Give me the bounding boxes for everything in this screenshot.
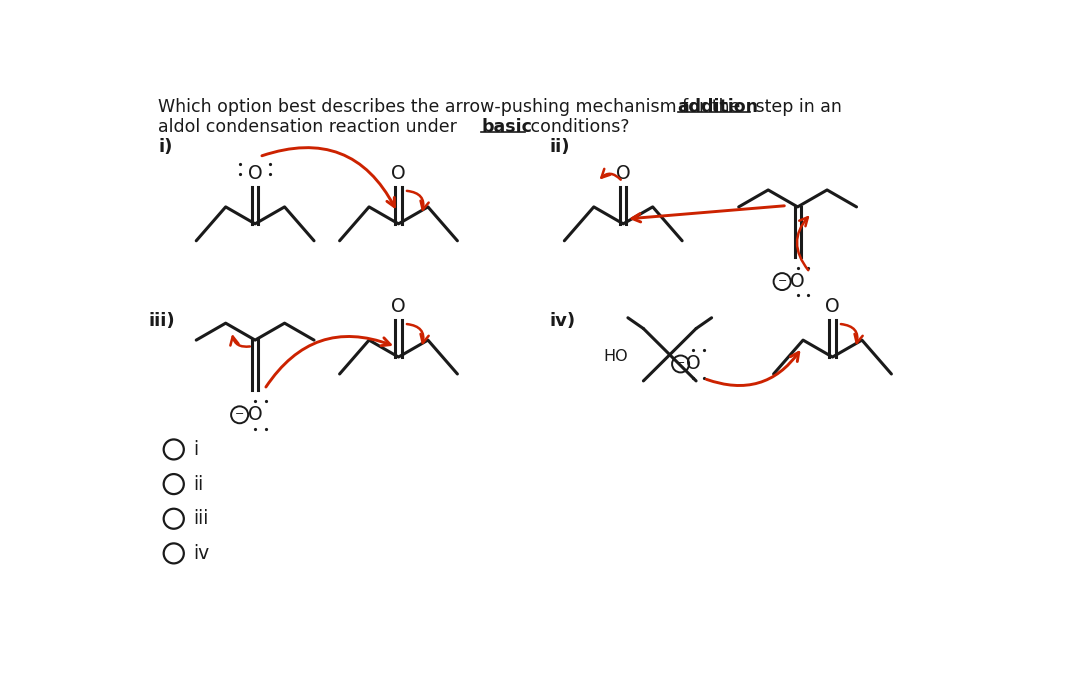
Text: O: O	[247, 164, 262, 183]
Text: O: O	[686, 354, 700, 373]
Text: aldol condensation reaction under: aldol condensation reaction under	[159, 117, 462, 136]
Text: i): i)	[159, 138, 173, 156]
Text: ii): ii)	[550, 138, 570, 156]
Text: O: O	[825, 298, 840, 316]
Text: O: O	[616, 164, 631, 183]
Text: conditions?: conditions?	[525, 117, 630, 136]
Text: HO: HO	[603, 349, 627, 363]
Text: O: O	[391, 298, 406, 316]
Text: −: −	[676, 358, 686, 368]
Text: iv): iv)	[550, 312, 576, 330]
Text: basic: basic	[482, 117, 532, 136]
Text: O: O	[391, 164, 406, 183]
Text: −: −	[235, 409, 244, 419]
Text: iii: iii	[193, 509, 208, 528]
Text: iv: iv	[193, 544, 210, 563]
Text: Which option best describes the arrow-pushing mechanism for the: Which option best describes the arrow-pu…	[159, 98, 746, 116]
Text: i: i	[193, 440, 199, 459]
Text: step in an: step in an	[751, 98, 842, 116]
Text: ii: ii	[193, 475, 203, 493]
Text: −: −	[778, 276, 787, 286]
Text: addition: addition	[677, 98, 758, 116]
Text: O: O	[247, 406, 262, 424]
Text: O: O	[791, 272, 805, 291]
Text: iii): iii)	[149, 312, 176, 330]
